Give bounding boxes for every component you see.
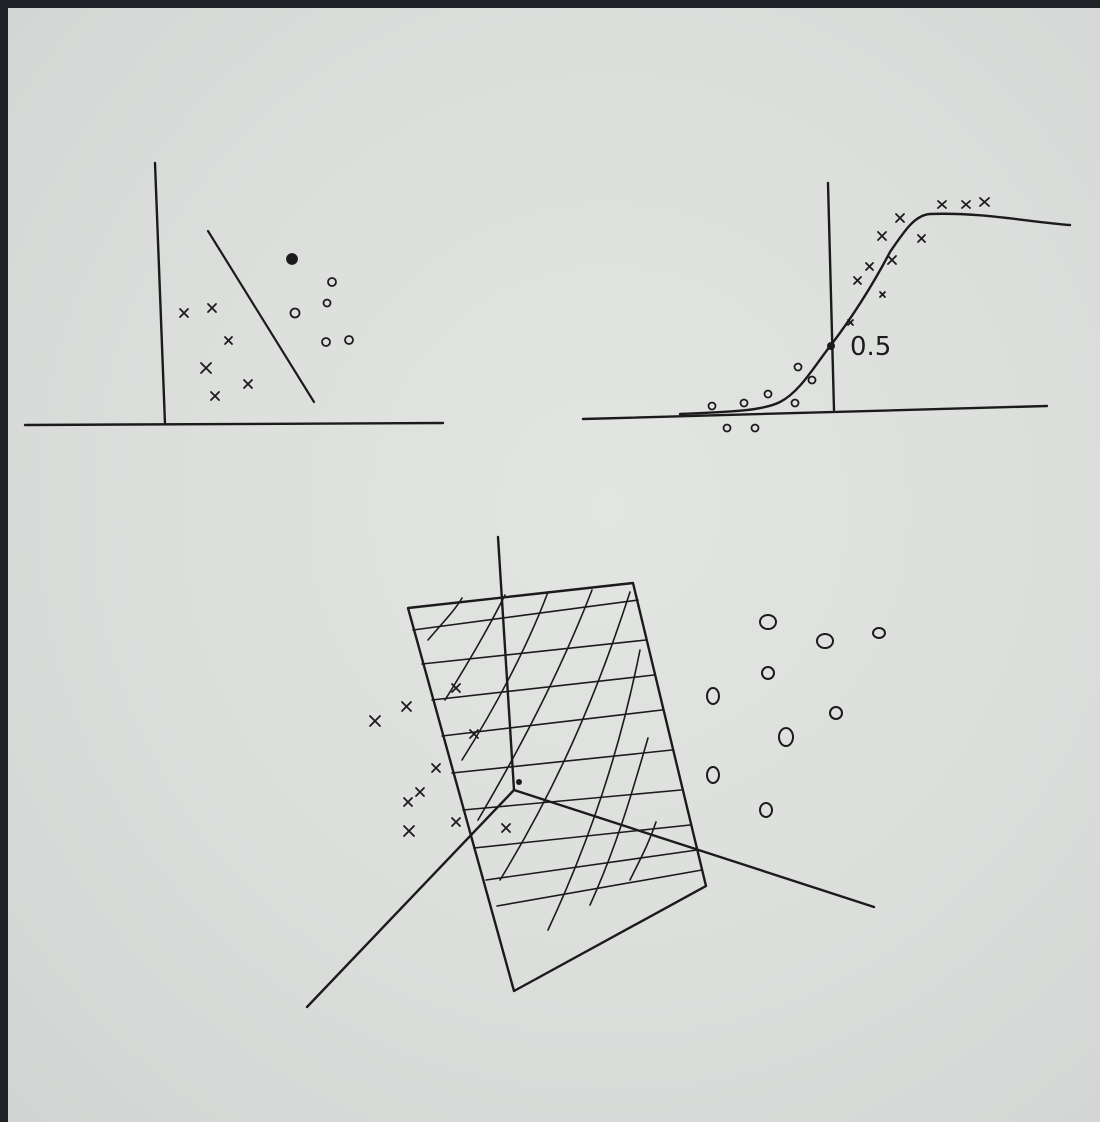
origin-dot [516,779,522,785]
panel1-y-axis [153,161,167,426]
hyperplane-panel [305,535,886,1009]
hyperplane-outline [406,581,708,993]
linear-separator-panel [23,161,445,427]
paper-sheet [8,8,1100,1122]
z-axis [496,535,516,792]
panel2-y-axis [826,181,836,412]
midpoint-dot [827,342,835,350]
hyperplane-o-markers [706,614,886,818]
sigmoid-panel: 0.5 [581,181,1072,433]
y-axis-3d [512,788,876,909]
decision-boundary-line [206,229,316,404]
panel1-x-axis [23,421,445,427]
class-x-markers [179,303,253,401]
sigmoid-midpoint-label: 0.5 [850,332,891,362]
hyperplane-x-markers [369,683,511,837]
panel2-x-axis [581,404,1049,421]
sigmoid-x-markers [847,197,990,326]
class-o-markers [286,253,354,347]
sigmoid-curve [678,212,1072,416]
hyperplane-hatching [412,589,703,931]
x-axis-3d [305,788,516,1009]
sigmoid-o-markers [707,362,817,433]
